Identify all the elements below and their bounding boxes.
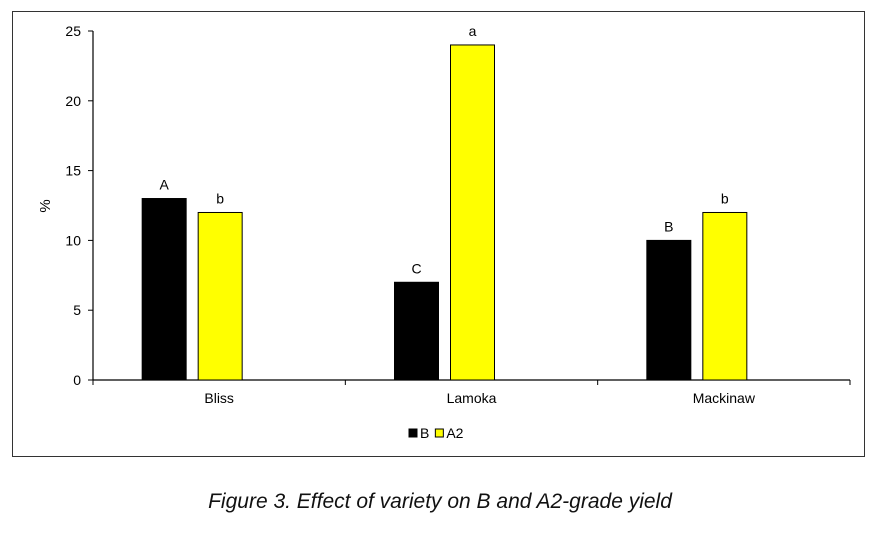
y-tick-label: 10 [65,232,81,248]
x-tick-label: Bliss [204,390,234,406]
y-tick-label: 25 [65,23,81,39]
bar-A2 [197,211,243,381]
legend-label: A2 [446,425,463,441]
y-tick-label: 15 [65,163,81,179]
bar-B [394,281,439,381]
bar-B [646,239,692,381]
x-tick-label: Lamoka [447,390,497,406]
y-tick-label: 0 [73,372,81,388]
data-label: b [216,190,224,206]
x-tick-label: Mackinaw [693,390,756,406]
y-tick-label: 20 [65,93,81,109]
legend-swatch-A2 [434,428,444,438]
data-label: b [721,190,729,206]
y-tick-label: 5 [73,302,81,318]
figure-caption: Figure 3. Effect of variety on B and A2-… [208,490,672,513]
bar-B [141,198,187,381]
data-label: a [469,23,477,39]
y-axis-label: % [37,199,54,212]
data-label: A [159,177,169,193]
data-label: B [664,218,673,234]
data-label: C [411,260,421,276]
bar-A2 [702,211,748,381]
chart-frame [12,11,865,457]
legend-swatch-B [408,428,418,438]
legend-label: B [420,425,429,441]
bar-A2 [450,44,495,381]
